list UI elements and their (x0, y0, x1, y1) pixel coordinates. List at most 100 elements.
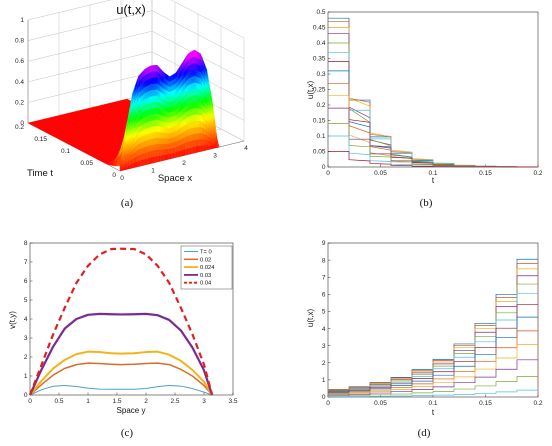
panel-a-surface-wall (144, 104, 147, 112)
panel-a-surface-wall (188, 52, 190, 61)
panel-a-surface-wall (192, 101, 195, 109)
panel-a-surface-wall (138, 119, 141, 128)
panel-a-surface-wall (167, 143, 170, 149)
panel-a-surface-wall (195, 57, 198, 65)
panel-a-surface-wall (188, 77, 190, 86)
panel-c-series-line-4 (28, 247, 214, 396)
panel-a-surface-wall (198, 71, 201, 79)
panel-a-surface-wall (191, 50, 193, 59)
panel-a-surface-wall (157, 149, 159, 157)
panel-a-surface-wall (171, 95, 173, 102)
panel-a-surface-wall (167, 127, 170, 134)
panel-a-surface-wall (171, 152, 173, 159)
panel-a-surface-wall (140, 159, 142, 167)
panel-a-surface-wall (203, 139, 206, 146)
panel-a-surface-wall (185, 123, 187, 132)
panel-a-z-tick-label: 0.8 (15, 38, 24, 45)
panel-a-surface-wall (163, 99, 166, 106)
panel-a-surface-wall (197, 83, 200, 91)
panel-a-t-tick-label: 0.05 (80, 160, 93, 167)
panel-a-surface-wall (141, 159, 144, 166)
panel-d-y-tick-label: 2 (322, 360, 326, 367)
panel-a-surface-wall (154, 65, 156, 72)
panel-a-x-tick-label: 0 (120, 175, 124, 182)
panel-a-surface-wall (198, 77, 201, 85)
panel-a-surface-wall (147, 121, 150, 129)
panel-a-surface-wall (155, 77, 158, 84)
panel-d-series-line (328, 359, 538, 396)
panel-a-surface-wall (150, 150, 153, 158)
panel-a-surface-wall (197, 139, 200, 147)
panel-a-surface-wall (146, 133, 148, 141)
panel-a-surface-wall (194, 82, 197, 90)
panel-a-surface-wall (197, 120, 200, 128)
panel-a-surface-wall (200, 139, 203, 146)
panel-a-surface-wall (154, 131, 156, 139)
panel-a-surface-wall (163, 116, 166, 123)
panel-a-surface-wall (152, 89, 155, 97)
panel-a-surface-wall (166, 90, 169, 97)
panel-a-surface-wall (150, 83, 153, 91)
panel-d-x-tick-label: 0.05 (374, 400, 387, 407)
panel-a-surface-wall (188, 58, 190, 67)
panel-a-surface-wall (174, 93, 176, 101)
panel-a-surface-wall (152, 107, 155, 115)
panel-a-surface-wall (171, 79, 173, 87)
panel-d-series (328, 258, 539, 397)
panel-a-surface-wall (198, 102, 201, 109)
panel-a-surface-wall (144, 128, 147, 136)
panel-a-surface-wall (140, 148, 142, 155)
panel-a-surface-wall (169, 101, 172, 108)
panel-a-surface-wall (152, 71, 155, 78)
panel-a-surface-wall (197, 95, 200, 103)
panel-b-y-tick-label: 0.45 (313, 25, 326, 32)
panel-a-surface-wall (155, 101, 158, 108)
panel-a-surface-wall (149, 126, 152, 134)
panel-a-surface-wall (188, 115, 190, 124)
panel-a-surface-wall (205, 144, 207, 151)
panel-a-surface-wall (149, 71, 152, 79)
panel-d-xlabel: t (432, 408, 435, 417)
panel-b-y-tick-label: 0.05 (313, 149, 326, 156)
panel-a-surface-wall (138, 148, 141, 156)
panel-a-surface-wall (188, 141, 190, 149)
panel-b-y-tick-label: 0.25 (313, 87, 326, 94)
panel-a-surface-wall (171, 74, 173, 82)
panel-a-surface-wall (192, 82, 195, 90)
panel-a-surface-wall (167, 138, 170, 144)
panel-a-surface-wall (149, 114, 152, 122)
panel-a-surface-wall (174, 72, 176, 80)
panel-c-y-tick-label: 8 (24, 240, 28, 247)
panel-a-surface-wall (144, 86, 147, 94)
panel-a-surface-wall (149, 145, 152, 152)
panel-a-surface-wall (161, 126, 164, 133)
panel-a-surface-wall (143, 116, 145, 125)
panel-a-surface-wall (195, 50, 198, 59)
panel-c-xlabel: Space y (117, 406, 146, 415)
panel-a-surface-wall (146, 79, 148, 87)
panel-a-surface-wall (186, 148, 189, 156)
panel-a-surface-wall (189, 140, 192, 148)
panel-a-surface-wall (140, 142, 142, 150)
panel-a-surface-wall (161, 121, 164, 128)
panel-a-surface-wall (136, 160, 139, 168)
panel-a-surface-wall (144, 74, 147, 82)
panel-a-surface-wall (166, 122, 169, 129)
panel-a-surface-wall (166, 111, 169, 118)
panel-a-surface-wall (147, 133, 150, 141)
panel-a-surface-wall (198, 133, 201, 140)
panel-a-z-tick-label: 1 (20, 17, 24, 24)
panel-a-surface-wall (164, 72, 167, 80)
panel-a-surface-wall (155, 89, 158, 96)
panel-a-surface-wall (143, 134, 145, 142)
panel-a-surface-wall (147, 139, 150, 147)
panel-a-surface-wall (169, 117, 172, 124)
panel-a-surface-wall (167, 75, 170, 82)
panel-c-series (28, 247, 214, 396)
panel-c-legend: T= 00.02 0.024 0.03 0.04 (180, 245, 233, 290)
panel-a-surface-wall (147, 102, 150, 110)
panel-a-surface-wall (160, 137, 162, 144)
panel-a-surface-wall (167, 153, 170, 160)
panel-a-surface-wall (198, 108, 201, 115)
panel-a-surface-wall (211, 145, 214, 150)
